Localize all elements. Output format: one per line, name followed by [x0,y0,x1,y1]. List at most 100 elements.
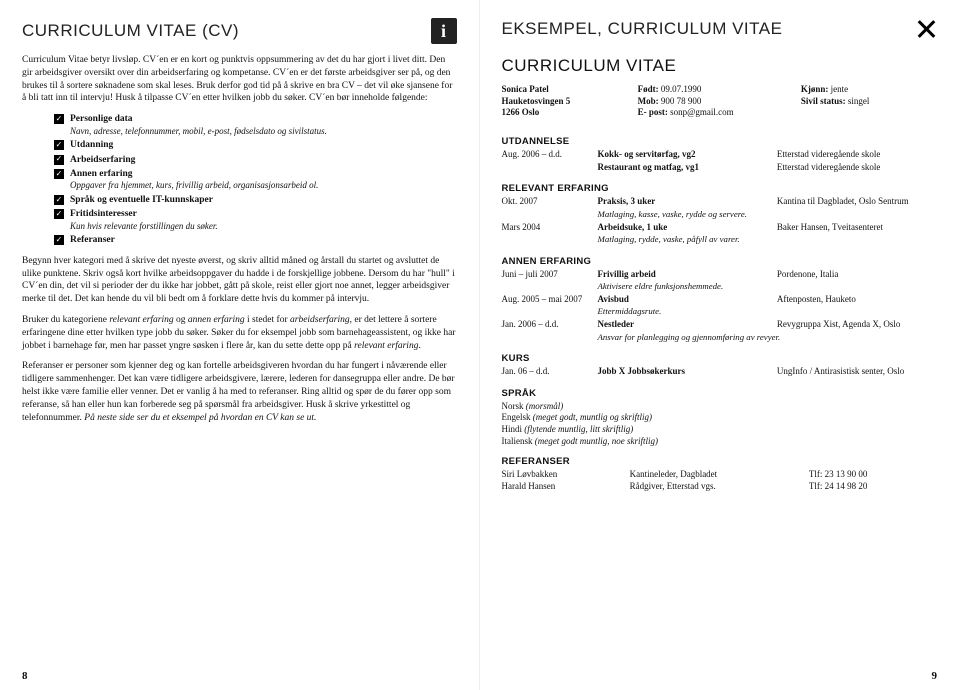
right-header-row: EKSEMPEL, CURRICULUM VITAE [502,18,938,40]
relevant-section: Okt. 2007Praksis, 3 ukerKantina til Dagb… [502,196,938,246]
entry-what: Praksis, 3 uker [598,196,771,208]
check-text: Referanser [70,234,115,246]
check-text: Språk og eventuelle IT-kunnskaper [70,194,213,206]
ref-name: Harald Hansen [502,481,630,493]
check-icon: ✓ [54,195,64,205]
personal-data: Sonica Patel Født: 09.07.1990 Kjønn: jen… [502,84,938,119]
language-note: (meget godt muntlig, noe skriftlig) [535,436,658,446]
address: Hauketosvingen 5 [502,96,571,106]
reference-row: Siri LøvbakkenKantineleder, DagbladetTlf… [502,469,938,481]
entry-detail-row: Ansvar for planlegging og gjennomføring … [502,332,938,343]
check-item: ✓ Personlige dataNavn, adresse, telefonnu… [54,113,457,137]
check-text: Annen erfaringOppgaver fra hjemmet, kurs… [70,168,318,192]
entry-where: Aftenposten, Hauketo [777,294,937,306]
entry-detail: Matlaging, rydde, vaske, påfyll av varer… [598,234,937,245]
language-section: Norsk (morsmål)Engelsk (meget godt, munt… [502,401,938,448]
entry-when: Juni – juli 2007 [502,269,592,281]
language-line: Italiensk (meget godt muntlig, noe skrif… [502,436,938,448]
check-label: Personlige data [70,114,133,124]
entry-when: Okt. 2007 [502,196,592,208]
entry-where: Etterstad videregående skole [777,162,937,174]
check-item: ✓ Språk og eventuelle IT-kunnskaper [54,194,457,206]
edu-section: Aug. 2006 – d.d.Kokk- og servitørfag, vg… [502,149,938,174]
check-item: ✓ Utdanning [54,139,457,151]
entry-when: Jan. 2006 – d.d. [502,319,592,331]
entry-detail-row: Matlaging, kasse, vaske, rydde og server… [502,209,938,220]
check-text: Personlige dataNavn, adresse, telefonnum… [70,113,327,137]
check-label: Arbeidserfaring [70,155,135,165]
reference-row: Harald HansenRådgiver, Etterstad vgs.Tlf… [502,481,938,493]
mob-label: Mob: [638,96,659,106]
check-icon: ✓ [54,140,64,150]
entry-detail-row: Matlaging, rydde, vaske, påfyll av varer… [502,234,938,245]
intro-paragraph: Curriculum Vitae betyr livsløp. CV´en er… [22,54,457,105]
entry-when: Mars 2004 [502,222,592,234]
entry-row: Restaurant og matfag, vg1 Etterstad vider… [502,162,938,174]
entry-when [502,162,592,174]
language-note: (morsmål) [526,401,564,411]
paragraph-4: Referanser er personer som kjenner deg o… [22,360,457,424]
check-item: ✓ Annen erfaringOppgaver fra hjemmet, kur… [54,168,457,192]
check-icon: ✓ [54,209,64,219]
email-label: E- post: [638,107,668,117]
check-text: Fritidsinteresser Kun hvis relevante fors… [70,208,218,232]
other-section: Juni – juli 2007Frivillig arbeidPordenon… [502,269,938,344]
right-page: EKSEMPEL, CURRICULUM VITAE CURRICULUM VI… [480,0,959,690]
mobile: 900 78 900 [661,96,702,106]
check-label: Fritidsinteresser [70,209,137,219]
check-label: Annen erfaring [70,169,133,179]
entry-what: Jobb X Jobbsøkerkurs [598,366,771,378]
references-header: REFERANSER [502,456,938,467]
cv-title: CURRICULUM VITAE [502,56,938,76]
language-name: Norsk [502,401,526,411]
entry-when: Jan. 06 – d.d. [502,366,592,378]
entry-what: Nestleder [598,319,771,331]
entry-detail-row: Aktivisere eldre funksjonshemmede. [502,281,938,292]
ref-tlf: Tlf: 23 13 90 00 [809,469,937,481]
check-text: Arbeidserfaring [70,154,135,166]
check-label: Språk og eventuelle IT-kunnskaper [70,195,213,205]
language-line: Norsk (morsmål) [502,401,938,413]
civil: singel [848,96,870,106]
left-body: Curriculum Vitae betyr livsløp. CV´en er… [22,54,457,432]
language-note: (meget godt, muntlig og skriftlig) [533,412,652,422]
ref-role: Kantineleder, Dagbladet [630,469,809,481]
entry-detail-row: Ettermiddagsrute. [502,306,938,317]
entry-where: Revygruppa Xist, Agenda X, Oslo [777,319,937,331]
gender: jente [831,84,849,94]
name: Sonica Patel [502,84,549,94]
born-label: Født: [638,84,659,94]
left-header-row: CURRICULUM VITAE (CV) i [22,18,457,44]
checklist: ✓ Personlige dataNavn, adresse, telefonnu… [54,113,457,246]
edu-header: UTDANNELSE [502,136,938,147]
check-text: Utdanning [70,139,113,151]
close-icon [915,18,937,40]
language-name: Italiensk [502,436,535,446]
check-icon: ✓ [54,114,64,124]
other-header: ANNEN ERFARING [502,256,938,267]
entry-where: Pordenone, Italia [777,269,937,281]
entry-detail: Aktivisere eldre funksjonshemmede. [598,281,937,292]
entry-where: Etterstad videregående skole [777,149,937,161]
entry-what: Avisbud [598,294,771,306]
check-sub: Oppgaver fra hjemmet, kurs, frivillig ar… [70,180,318,192]
paragraph-2: Begynn hver kategori med å skrive det ny… [22,255,457,306]
entry-detail: Ettermiddagsrute. [598,306,937,317]
right-header-title: EKSEMPEL, CURRICULUM VITAE [502,19,783,39]
check-sub: Kun hvis relevante forstillingen du søke… [70,221,218,233]
language-line: Engelsk (meget godt, muntlig og skriftli… [502,412,938,424]
entry-row: Mars 2004Arbeidsuke, 1 ukeBaker Hansen, … [502,222,938,234]
ref-name: Siri Løvbakken [502,469,630,481]
language-header: SPRÅK [502,388,938,399]
language-name: Hindi [502,424,525,434]
courses-section: Jan. 06 – d.d.Jobb X JobbsøkerkursUngInf… [502,366,938,379]
entry-what: Restaurant og matfag, vg1 [598,162,771,174]
language-note: (flytende muntlig, litt skriftlig) [524,424,633,434]
entry-row: Aug. 2005 – mai 2007AvisbudAftenposten, … [502,294,938,306]
civil-label: Sivil status: [801,96,846,106]
entry-row: Juni – juli 2007Frivillig arbeidPordenon… [502,269,938,281]
check-icon: ✓ [54,169,64,179]
right-page-number: 9 [932,670,938,682]
language-line: Hindi (flytende muntlig, litt skriftlig) [502,424,938,436]
entry-row: Jan. 06 – d.d.Jobb X JobbsøkerkursUngInf… [502,366,938,378]
